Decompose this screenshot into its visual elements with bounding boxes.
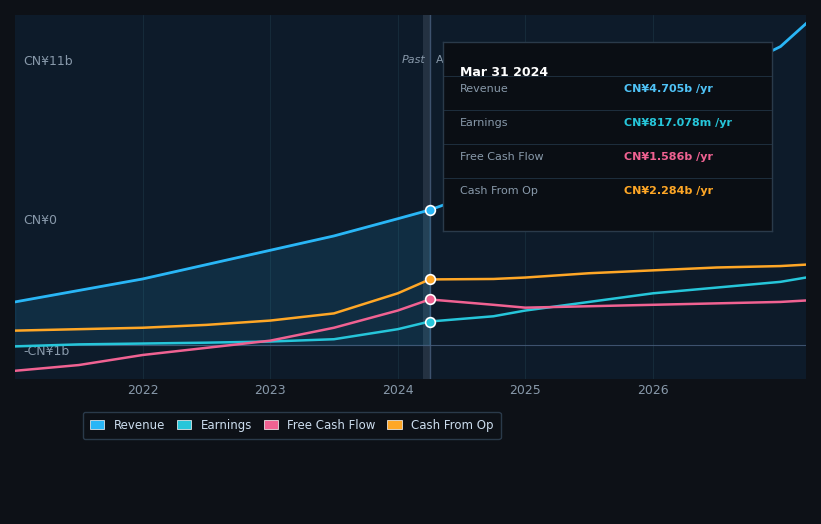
Text: CN¥817.078m /yr: CN¥817.078m /yr [624,118,732,128]
Text: CN¥4.705b /yr: CN¥4.705b /yr [624,84,713,94]
Text: CN¥11b: CN¥11b [23,55,72,68]
Text: Revenue: Revenue [460,84,508,94]
Legend: Revenue, Earnings, Free Cash Flow, Cash From Op: Revenue, Earnings, Free Cash Flow, Cash … [83,412,501,439]
Text: Earnings: Earnings [460,118,508,128]
Text: CN¥2.284b /yr: CN¥2.284b /yr [624,186,713,196]
Text: Cash From Op: Cash From Op [460,186,538,196]
Text: Analysts Forecasts: Analysts Forecasts [436,54,539,64]
Bar [424,15,429,379]
Text: CN¥0: CN¥0 [23,214,57,227]
Text: CN¥1.586b /yr: CN¥1.586b /yr [624,152,713,162]
Text: Mar 31 2024: Mar 31 2024 [460,67,548,80]
Text: Free Cash Flow: Free Cash Flow [460,152,544,162]
Text: -CN¥1b: -CN¥1b [23,345,69,357]
Text: Past: Past [402,54,426,64]
